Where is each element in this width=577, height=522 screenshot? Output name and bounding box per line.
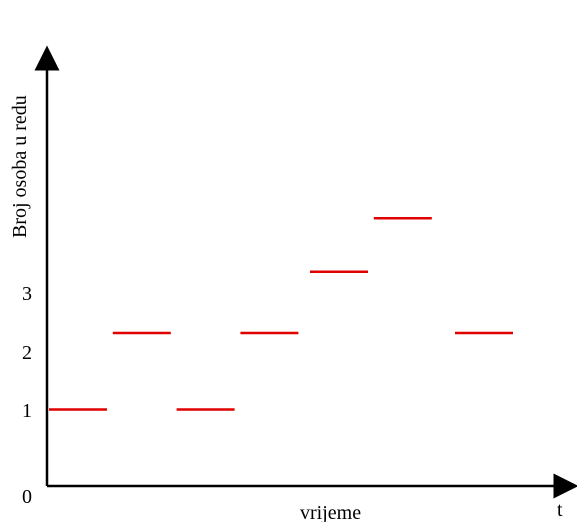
y-axis-label: Broj osoba u redu (9, 95, 31, 238)
x-axis-label: vrijeme (300, 502, 361, 522)
y-tick-label-2: 2 (22, 342, 32, 364)
origin-label: 0 (22, 486, 32, 508)
y-tick-label-3: 3 (22, 283, 32, 305)
series-segments (49, 217, 513, 411)
x-axis-end-label: t (557, 499, 563, 521)
y-tick-label-1: 1 (22, 400, 32, 422)
